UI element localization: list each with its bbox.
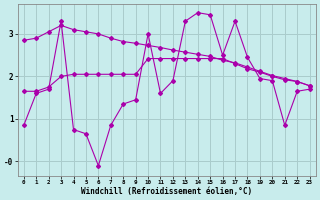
- X-axis label: Windchill (Refroidissement éolien,°C): Windchill (Refroidissement éolien,°C): [81, 187, 252, 196]
